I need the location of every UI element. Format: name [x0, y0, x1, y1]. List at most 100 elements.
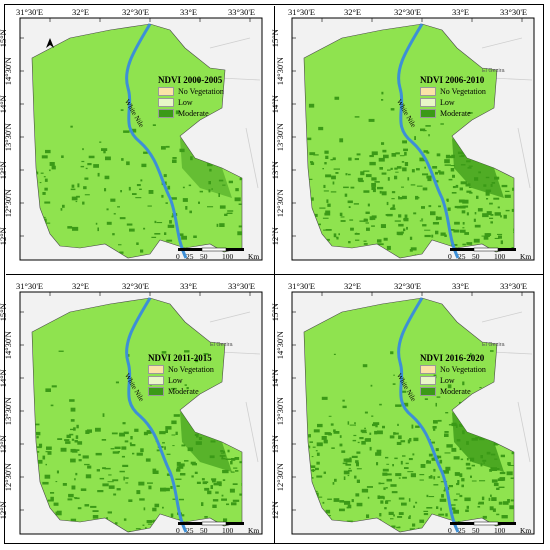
moderate-patch [81, 160, 85, 163]
moderate-patch [323, 229, 326, 231]
moderate-patch [113, 213, 116, 215]
moderate-patch [448, 485, 453, 488]
white-nile-river [397, 297, 460, 533]
moderate-patch [466, 467, 472, 470]
moderate-patch [346, 506, 349, 509]
moderate-patch [348, 206, 351, 208]
moderate-patch [462, 381, 465, 386]
moderate-patch [119, 217, 126, 220]
moderate-patch [377, 186, 384, 190]
moderate-patch [184, 460, 189, 462]
moderate-patch [462, 227, 465, 229]
moderate-patch [172, 498, 178, 500]
moderate-patch [378, 482, 381, 485]
moderate-patch [321, 396, 328, 400]
moderate-patch [387, 213, 393, 217]
moderate-patch [165, 202, 168, 204]
moderate-patch [496, 487, 500, 490]
moderate-patch [176, 466, 184, 469]
moderate-patch [402, 140, 407, 144]
moderate-patch [50, 496, 54, 501]
moderate-patch [154, 220, 157, 224]
moderate-patch [111, 432, 118, 435]
moderate-patch [401, 195, 407, 200]
legend-swatch [148, 376, 164, 385]
longitude-label: 32°E [72, 7, 90, 17]
moderate-patch [132, 452, 135, 455]
moderate-patch [416, 185, 423, 187]
moderate-patch [428, 453, 433, 457]
moderate-patch [215, 491, 219, 494]
north-arrow-icon [46, 38, 54, 48]
latitude-label: 12°30'N [2, 463, 13, 492]
moderate-patch [325, 210, 331, 213]
moderate-patch [421, 218, 424, 220]
moderate-patch [235, 188, 239, 192]
moderate-patch [68, 493, 74, 498]
moderate-patch [325, 229, 332, 231]
moderate-patch [348, 173, 351, 176]
moderate-patch [444, 234, 447, 237]
moderate-patch [97, 227, 99, 232]
moderate-patch [456, 493, 460, 495]
moderate-patch [334, 96, 340, 100]
moderate-vegetation-patches [35, 78, 242, 258]
moderate-patch [483, 236, 489, 240]
map-legend: NDVI 2016-2020 No Vegetation Low Moderate [420, 354, 486, 396]
latitude-label: 13°N [269, 161, 280, 180]
moderate-patch [86, 429, 92, 433]
moderate-patch [466, 212, 469, 216]
moderate-patch [85, 474, 92, 479]
moderate-patch [97, 490, 104, 493]
moderate-patch [356, 451, 361, 454]
moderate-patch [316, 492, 319, 497]
moderate-patch [312, 446, 316, 448]
moderate-patch [56, 470, 59, 474]
moderate-patch [42, 455, 46, 460]
legend-item: Moderate [148, 387, 214, 396]
moderate-patch [431, 234, 434, 238]
moderate-patch [67, 226, 73, 229]
moderate-patch [447, 207, 451, 211]
moderate-patch [433, 476, 436, 480]
moderate-patch [45, 222, 51, 224]
legend-swatch [148, 387, 164, 396]
moderate-patch [339, 435, 342, 438]
moderate-patch [414, 136, 416, 140]
moderate-patch [156, 222, 163, 224]
moderate-patch [371, 186, 376, 190]
moderate-patch [332, 157, 336, 161]
scale-segment [226, 522, 244, 525]
moderate-patch [395, 404, 402, 407]
moderate-patch [344, 193, 348, 197]
moderate-patch [381, 172, 387, 175]
moderate-patch [92, 515, 99, 519]
moderate-patch [353, 434, 357, 437]
moderate-patch [380, 500, 384, 504]
moderate-patch [43, 176, 46, 178]
moderate-patch [192, 463, 197, 466]
moderate-patch [397, 516, 403, 518]
moderate-patch [34, 423, 40, 426]
moderate-patch [129, 442, 132, 445]
moderate-patch [333, 431, 340, 434]
moderate-patch [440, 507, 442, 511]
moderate-patch [391, 153, 397, 157]
moderate-patch [316, 223, 321, 226]
moderate-patch [433, 468, 436, 472]
moderate-patch [70, 428, 74, 431]
moderate-patch [73, 497, 78, 499]
latitude-label: 12°30'N [274, 463, 285, 492]
moderate-patch [119, 432, 125, 437]
latitude-label: 15°N [0, 303, 8, 322]
ndvi-map [291, 291, 535, 535]
latitude-label: 15°N [0, 29, 8, 48]
moderate-patch [125, 482, 129, 484]
moderate-patch [130, 436, 133, 440]
moderate-patch [384, 507, 387, 510]
moderate-patch [398, 512, 404, 515]
moderate-patch [347, 200, 353, 204]
moderate-patch [365, 222, 369, 224]
moderate-patch [378, 157, 385, 162]
moderate-patch [451, 447, 457, 452]
